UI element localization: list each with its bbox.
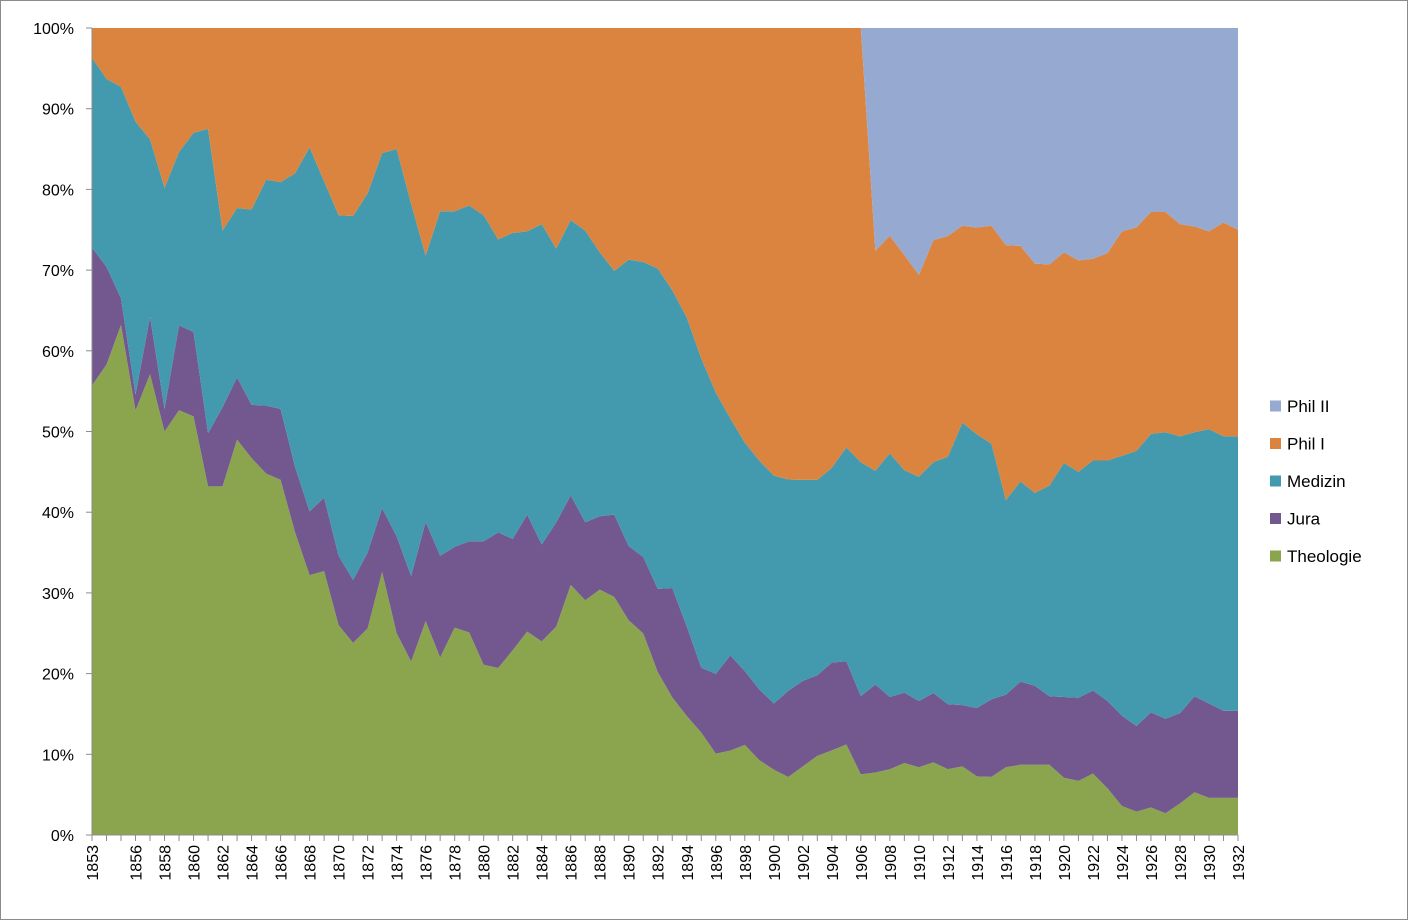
x-tick-label: 1878	[448, 845, 465, 881]
x-tick-label: 1882	[506, 845, 523, 881]
area-phil-ii	[92, 28, 1238, 275]
x-tick-label: 1896	[709, 845, 726, 881]
x-tick-label: 1856	[129, 845, 146, 881]
y-tick-label: 50%	[42, 425, 74, 442]
x-tick-label: 1876	[419, 845, 436, 881]
y-tick-label: 30%	[42, 586, 74, 603]
x-tick-label: 1898	[738, 845, 755, 881]
x-tick-label: 1860	[187, 845, 204, 881]
x-tick-label: 1853	[85, 845, 102, 881]
x-tick-label: 1918	[1028, 845, 1045, 881]
x-tick-label: 1902	[796, 845, 813, 881]
y-tick-label: 80%	[42, 182, 74, 199]
x-tick-label: 1894	[680, 845, 697, 881]
x-tick-label: 1922	[1086, 845, 1103, 881]
x-tick-label: 1886	[564, 845, 581, 881]
legend-label: Theologie	[1287, 547, 1362, 566]
x-tick-labels: 1853 1856 1858 1860 1862 1864 1866 1868 1870 1872…	[85, 835, 1248, 881]
x-tick-label: 1910	[912, 845, 929, 881]
y-tick-label: 10%	[42, 747, 74, 764]
y-tick-label: 20%	[42, 667, 74, 684]
x-tick-label: 1928	[1173, 845, 1190, 881]
legend-label: Jura	[1287, 510, 1321, 529]
x-tick-label: 1906	[854, 845, 871, 881]
x-tick-label: 1932	[1231, 845, 1248, 881]
legend-swatch-phil-ii	[1270, 400, 1281, 412]
x-tick-label: 1884	[535, 845, 552, 881]
legend: Phil II Phil I Medizin Jura Theologie	[1270, 397, 1362, 566]
x-tick-label: 1872	[361, 845, 378, 881]
x-tick-label: 1866	[274, 845, 291, 881]
legend-swatch-jura	[1270, 513, 1281, 524]
legend-swatch-theologie	[1270, 550, 1281, 562]
y-tick-label: 70%	[42, 263, 74, 280]
legend-label: Phil I	[1287, 435, 1325, 454]
area-theologie	[92, 324, 1238, 835]
area-jura	[92, 247, 1238, 814]
series-areas	[92, 28, 1238, 835]
legend-label: Medizin	[1287, 472, 1346, 491]
x-tick-label: 1864	[245, 845, 262, 881]
x-tick-label: 1890	[622, 845, 639, 881]
y-tick-label: 90%	[42, 102, 74, 119]
legend-swatch-medizin	[1270, 475, 1281, 487]
y-tick-label: 40%	[42, 505, 74, 522]
x-tick-label: 1900	[767, 845, 784, 881]
x-tick-label: 1858	[158, 845, 175, 881]
x-tick-label: 1920	[1057, 845, 1074, 881]
x-tick-label: 1914	[970, 845, 987, 881]
x-tick-label: 1868	[303, 845, 320, 881]
x-tick-label: 1930	[1202, 845, 1219, 881]
y-tick-label: 60%	[42, 344, 74, 361]
x-tick-label: 1904	[825, 845, 842, 881]
area-medizin	[92, 57, 1238, 727]
x-tick-label: 1862	[216, 845, 233, 881]
x-tick-label: 1880	[477, 845, 494, 881]
legend-swatch-phil-i	[1270, 438, 1281, 449]
legend-label: Phil II	[1287, 397, 1330, 416]
x-tick-label: 1908	[883, 845, 900, 881]
x-tick-label: 1916	[999, 845, 1016, 881]
x-tick-label: 1888	[593, 845, 610, 881]
x-tick-label: 1892	[651, 845, 668, 881]
area-phil-i	[92, 28, 1238, 501]
x-tick-label: 1874	[390, 845, 407, 881]
y-tick-label: 0%	[51, 828, 74, 845]
y-tick-labels: 0% 10% 20% 30% 40% 50% 60% 70% 80% 90% 100%	[33, 21, 92, 845]
x-tick-label: 1912	[941, 845, 958, 881]
x-tick-label: 1870	[332, 845, 349, 881]
x-tick-label: 1926	[1144, 845, 1161, 881]
x-tick-label: 1924	[1115, 845, 1132, 881]
y-tick-label: 100%	[33, 21, 74, 38]
